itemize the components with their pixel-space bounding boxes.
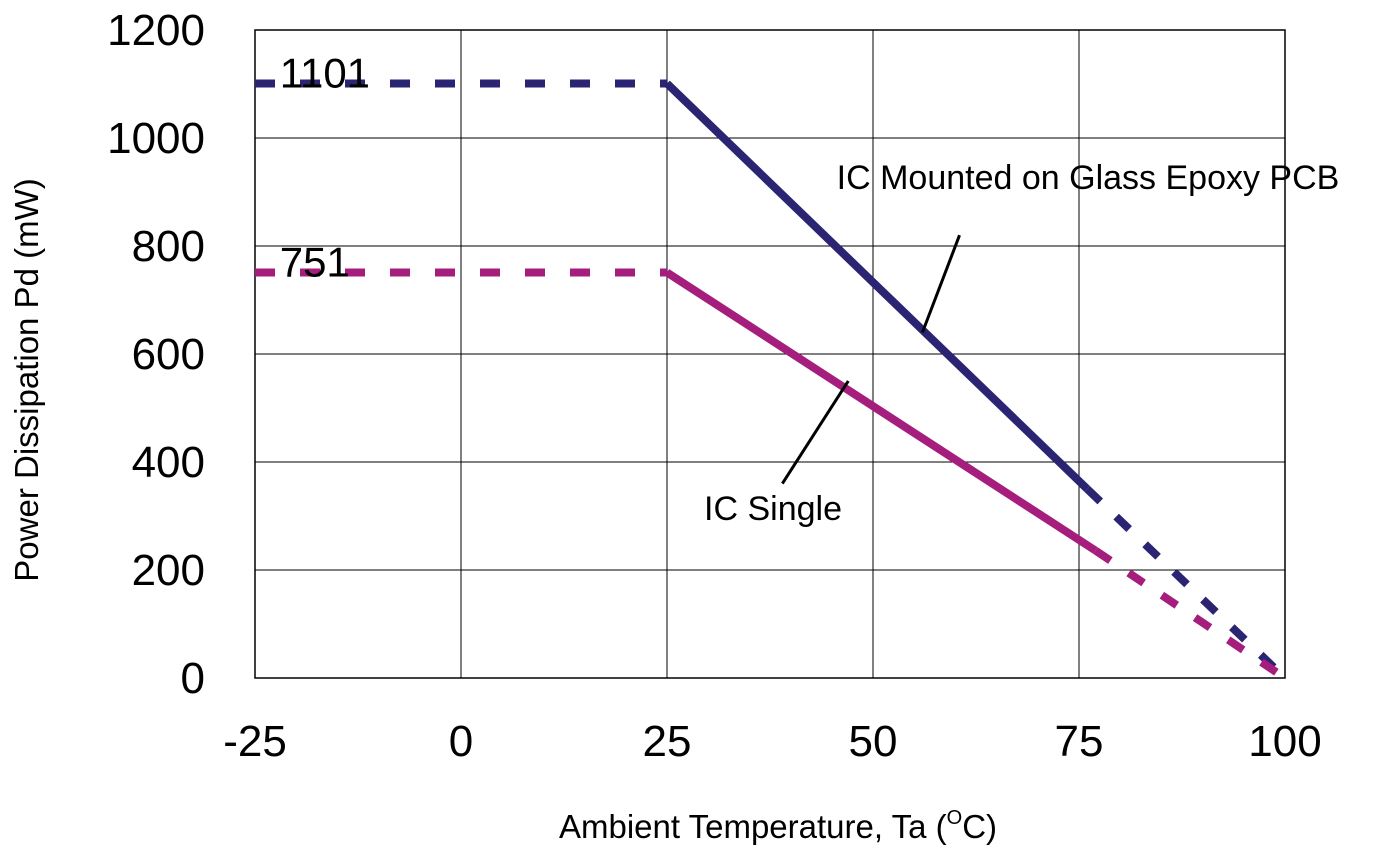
series-label-single: IC Single — [704, 490, 842, 528]
x-tick-label: -25 — [223, 717, 287, 766]
x-axis-label-main: Ambient Temperature, Ta ( — [559, 808, 947, 845]
pcb-leader-line — [921, 234, 961, 333]
series-2 — [255, 268, 1288, 682]
y-tick-label: 1200 — [107, 6, 205, 55]
y-tick-label: 600 — [132, 330, 205, 379]
x-tick-label: 0 — [449, 717, 473, 766]
grid-lines — [254, 29, 1286, 679]
series-2-derating-line — [664, 269, 1098, 554]
x-tick-label: 50 — [849, 717, 898, 766]
x-axis-label-unit: C) — [962, 808, 997, 845]
x-tick-label: 75 — [1055, 717, 1104, 766]
y-tick-label: 800 — [132, 222, 205, 271]
value-label-1101: 1101 — [280, 49, 370, 96]
series-1 — [255, 79, 1288, 681]
value-label-751: 751 — [280, 238, 350, 285]
y-tick-label: 200 — [132, 546, 205, 595]
plot-frame — [254, 29, 1286, 679]
series-layer — [255, 79, 1288, 682]
series-label-pcb: IC Mounted on Glass Epoxy PCB — [837, 159, 1340, 197]
x-axis-label: Ambient Temperature, Ta (OC) — [559, 807, 997, 845]
series-1-extrapolated-line — [1084, 486, 1288, 681]
y-tick-label: 0 — [181, 654, 205, 703]
y-tick-label: 1000 — [107, 114, 205, 163]
axes — [254, 29, 1286, 679]
y-tick-label: 400 — [132, 438, 205, 487]
x-tick-label: 100 — [1248, 717, 1321, 766]
series-1-derating-line — [664, 80, 1091, 492]
x-tick-label: 25 — [643, 717, 692, 766]
x-axis-label-degree: O — [947, 807, 963, 829]
y-axis-label: Power Dissipation Pd (mW) — [8, 178, 45, 581]
single-leader-line — [781, 380, 850, 485]
annotation-layer: 1101 751 IC Mounted on Glass Epoxy PCB IC S… — [280, 49, 1340, 528]
